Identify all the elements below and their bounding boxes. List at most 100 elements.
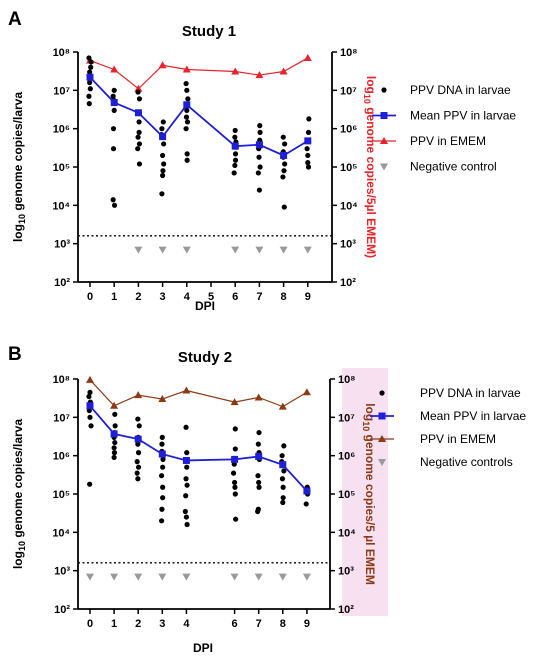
larva-dot xyxy=(232,426,238,432)
x-tick-label: 5 xyxy=(208,291,214,303)
larva-dot xyxy=(136,96,143,102)
larva-dot xyxy=(184,482,190,488)
larva-dot xyxy=(160,495,166,501)
mean-point xyxy=(231,455,239,463)
larva-dot xyxy=(184,107,190,113)
y-tick-label-left: 10⁵ xyxy=(53,489,70,501)
larva-dot xyxy=(159,518,165,524)
mean-point xyxy=(86,73,94,81)
panel-a-x-ticks: 0 1 2 3 4 5 6 7 8 9 xyxy=(87,282,311,303)
panel-b-legend: PPV DNA in larvae Mean PPV in larvae PPV i… xyxy=(370,386,526,469)
larva-dot xyxy=(256,429,262,436)
emem-point xyxy=(158,61,167,69)
emem-point xyxy=(278,402,287,410)
larva-dot xyxy=(135,464,142,470)
larva-dot xyxy=(87,389,93,395)
legend-mean-marker xyxy=(378,412,386,420)
mean-point xyxy=(183,101,191,109)
legend-label-triangle-up: PPV in EMEM xyxy=(420,432,496,446)
y-tick-label-left: 10⁴ xyxy=(52,527,70,539)
legend-emem-marker xyxy=(380,137,388,144)
mean-point xyxy=(182,456,190,464)
mean-point xyxy=(280,151,288,159)
larva-dot xyxy=(231,170,237,176)
negative-control-point xyxy=(182,573,191,581)
negative-control-point xyxy=(278,573,287,581)
emem-point xyxy=(182,386,191,394)
y-tick-label-left: 10⁵ xyxy=(53,162,70,174)
negative-control-point xyxy=(134,573,143,581)
x-tick-label: 7 xyxy=(256,291,262,303)
larva-dot xyxy=(281,468,287,474)
larva-dot xyxy=(305,129,312,135)
larva-dot xyxy=(184,464,190,470)
y-tick-label-right: 10³ xyxy=(340,239,356,251)
larva-dot xyxy=(160,168,166,174)
larva-dot xyxy=(280,495,286,501)
larva-dot xyxy=(110,146,117,152)
y-tick-label-right: 10² xyxy=(340,277,356,289)
x-tick-label: 7 xyxy=(256,618,262,630)
larva-dot xyxy=(280,484,286,490)
x-tick-label: 0 xyxy=(87,291,93,303)
panel-a-y-label-right: log10 genome copies/5µl EMEM) xyxy=(362,76,378,258)
x-tick-label: 4 xyxy=(184,291,191,303)
larva-dot xyxy=(86,393,92,400)
negative-control-point xyxy=(231,246,240,254)
emem-line xyxy=(89,57,309,90)
larva-dot xyxy=(257,123,263,129)
panel-b-y-label-right: log10 genome copies/5 µl EMEM xyxy=(361,403,377,585)
mean-point xyxy=(303,487,311,495)
y-tick-label-left: 10⁷ xyxy=(53,85,70,97)
larva-dot xyxy=(136,119,142,125)
larva-dot xyxy=(280,174,286,180)
larva-dot xyxy=(232,151,239,157)
larva-dot xyxy=(87,79,93,86)
larva-dot xyxy=(86,101,92,107)
panel-b-right-label-highlight xyxy=(342,368,388,616)
y-tick-label-right: 10² xyxy=(338,604,354,616)
larva-dot xyxy=(88,64,94,70)
negative-control-point xyxy=(86,573,94,581)
y-tick-label-left: 10² xyxy=(54,277,70,289)
larva-dot xyxy=(87,86,93,92)
emem-point xyxy=(255,71,264,79)
larva-dot xyxy=(185,96,191,102)
emem-point xyxy=(134,391,143,399)
emem-point xyxy=(110,65,119,73)
larva-dot xyxy=(279,453,285,459)
legend-dot-marker xyxy=(379,390,385,396)
y-tick-label-left: 10⁸ xyxy=(53,374,70,386)
larva-dot xyxy=(184,157,190,163)
mean-point xyxy=(86,402,94,410)
larva-dot xyxy=(111,87,117,93)
larva-dot xyxy=(183,476,189,482)
negative-control-point xyxy=(110,573,119,581)
emem-point xyxy=(182,65,191,73)
larva-dot xyxy=(159,441,165,447)
larva-dot xyxy=(112,411,118,417)
larva-dot xyxy=(110,93,116,99)
y-tick-label-left: 10³ xyxy=(54,566,70,578)
panel-a-data xyxy=(78,53,332,254)
larva-dot xyxy=(255,170,261,176)
emem-line xyxy=(89,379,308,408)
x-tick-label: 3 xyxy=(159,618,165,630)
larva-dot xyxy=(159,126,165,132)
larva-dot xyxy=(184,151,190,157)
larva-dot xyxy=(135,476,141,482)
larva-dot xyxy=(232,479,238,486)
larva-dot xyxy=(159,506,165,512)
larva-dot xyxy=(184,119,191,125)
larva-dot xyxy=(159,434,165,440)
legend-label-square: Mean PPV in larvae xyxy=(410,109,516,123)
y-tick-label-right: 10⁴ xyxy=(338,527,356,539)
y-tick-label-right: 10⁷ xyxy=(338,412,355,424)
negative-control-point xyxy=(255,246,264,254)
mean-point xyxy=(279,461,287,469)
panel-b-data xyxy=(78,375,330,581)
larva-dot xyxy=(160,464,166,470)
larva-dot xyxy=(110,197,116,203)
larva-dot xyxy=(183,126,189,132)
y-tick-label-left: 10⁸ xyxy=(53,47,70,59)
